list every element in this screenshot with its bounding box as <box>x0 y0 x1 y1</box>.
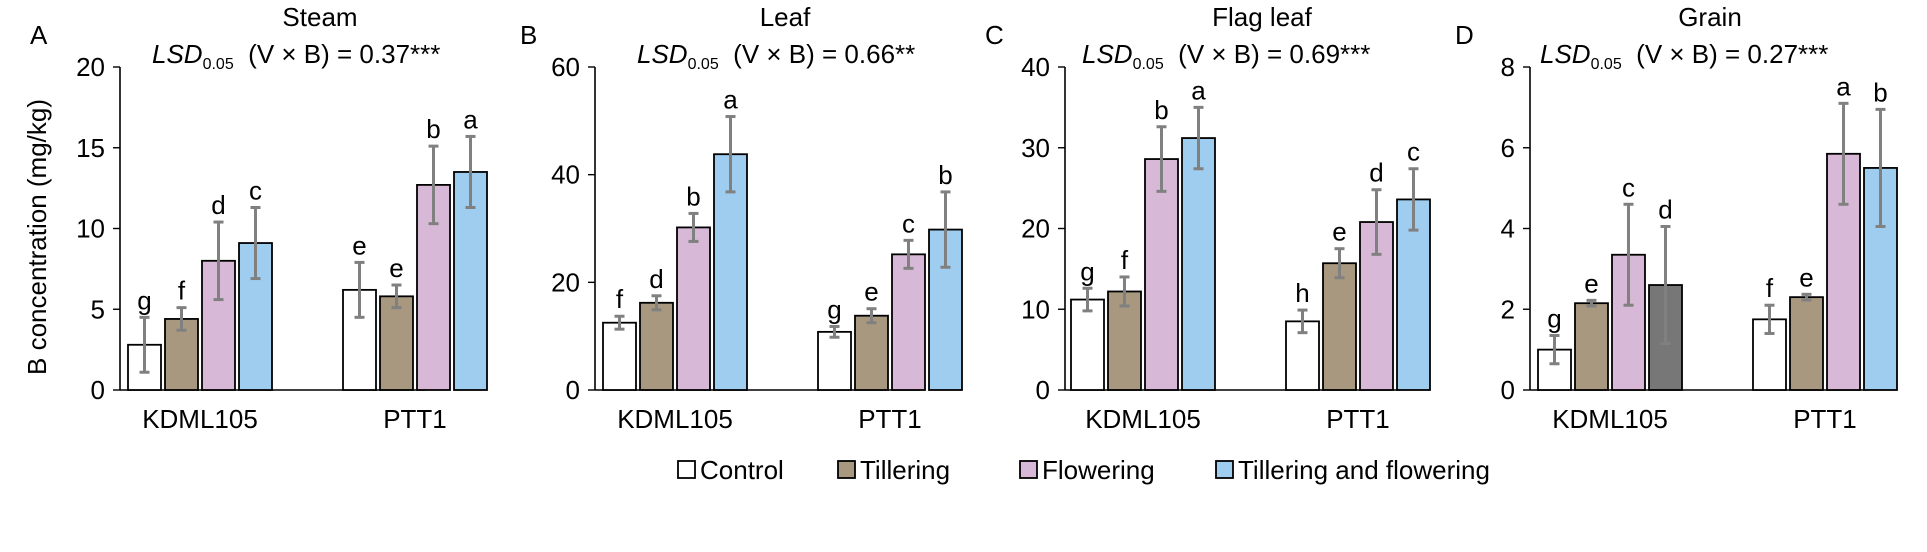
panel-b-significance-letter: d <box>649 264 663 294</box>
panel-d-significance-letter: a <box>1836 71 1851 101</box>
panel-c-significance-letter: a <box>1191 75 1206 105</box>
panel-b-y-tick-label: 0 <box>566 375 580 405</box>
panel-b-bar <box>713 153 748 391</box>
panel-c-y-tick-label: 20 <box>1021 214 1050 244</box>
panel-d-y-tick-label: 0 <box>1501 375 1515 405</box>
panel-a-y-tick-label: 10 <box>76 214 105 244</box>
panel-c-significance-letter: b <box>1154 95 1168 125</box>
panel-b-bar <box>602 321 637 391</box>
panel-b-x-tick-label: KDML105 <box>617 404 733 434</box>
panel-a-significance-letter: c <box>249 176 262 206</box>
panel-c-x-tick-label: PTT1 <box>1326 404 1390 434</box>
panel-a-significance-letter: a <box>463 104 478 134</box>
panel-c-significance-letter: h <box>1295 278 1309 308</box>
panel-b-significance-letter: e <box>864 277 878 307</box>
panel-b-significance-letter: c <box>902 208 915 238</box>
panel-a-title: Steam <box>282 2 357 32</box>
panel-c-y-tick-label: 40 <box>1021 52 1050 82</box>
panel-c-significance-letter: f <box>1121 245 1129 275</box>
panel-d-y-tick-label: 2 <box>1501 294 1515 324</box>
legend-label: Flowering <box>1042 455 1155 485</box>
panel-c-significance-letter: e <box>1332 217 1346 247</box>
panel-d-x-tick-label: KDML105 <box>1552 404 1668 434</box>
panel-b-significance-letter: f <box>616 284 624 314</box>
panel-c-bar <box>1070 298 1105 391</box>
panel-a-significance-letter: e <box>389 253 403 283</box>
panel-d-y-tick-label: 4 <box>1501 214 1515 244</box>
panel-b-title: Leaf <box>760 2 811 32</box>
panel-a-letter: A <box>30 20 48 50</box>
panel-c-y-tick-label: 30 <box>1021 133 1050 163</box>
panel-a-significance-letter: g <box>137 285 151 315</box>
panel-c-lsd-annotation: LSD0.05 (V × B) = 0.69*** <box>1082 39 1370 73</box>
panel-a-y-tick-label: 0 <box>91 375 105 405</box>
panel-d-significance-letter: g <box>1547 303 1561 333</box>
panel-c-x-tick-label: KDML105 <box>1085 404 1201 434</box>
panel-b-y-tick-label: 20 <box>551 267 580 297</box>
panel-d-bar <box>1574 302 1609 391</box>
panel-a-bar <box>453 171 488 391</box>
panel-d-significance-letter: e <box>1799 262 1813 292</box>
panel-a-x-tick-label: PTT1 <box>383 404 447 434</box>
panel-a-y-tick-label: 5 <box>91 294 105 324</box>
panel-c-significance-letter: c <box>1407 137 1420 167</box>
panel-c-y-tick-label: 0 <box>1036 375 1050 405</box>
panel-b-letter: B <box>520 20 537 50</box>
panel-c-significance-letter: d <box>1369 158 1383 188</box>
panel-c-bar <box>1285 320 1320 391</box>
panel-b-bar <box>854 314 889 391</box>
panel-d-lsd-annotation: LSD0.05 (V × B) = 0.27*** <box>1540 39 1828 73</box>
panel-b-bar <box>676 226 711 391</box>
legend-label: Control <box>700 455 784 485</box>
panel-b-significance-letter: b <box>686 181 700 211</box>
panel-b-bar <box>891 253 926 391</box>
legend-label: Tillering and flowering <box>1238 455 1490 485</box>
panel-a-significance-letter: f <box>178 276 186 306</box>
panel-d-y-tick-label: 6 <box>1501 133 1515 163</box>
panel-d-bar <box>1789 296 1824 391</box>
panel-b-significance-letter: a <box>723 85 738 115</box>
panel-b-lsd-annotation: LSD0.05 (V × B) = 0.66** <box>637 39 915 73</box>
panel-c-y-tick-label: 10 <box>1021 294 1050 324</box>
panel-c-significance-letter: g <box>1080 256 1094 286</box>
panel-d-significance-letter: d <box>1658 194 1672 224</box>
panel-b-x-tick-label: PTT1 <box>858 404 922 434</box>
legend-swatch <box>677 460 696 479</box>
legend-label: Tillering <box>860 455 950 485</box>
panel-b-bar <box>928 228 963 391</box>
panel-b-bar <box>639 301 674 391</box>
panel-a-x-tick-label: KDML105 <box>142 404 258 434</box>
panel-d-significance-letter: c <box>1622 172 1635 202</box>
panel-c-bar <box>1181 137 1216 391</box>
panel-a-significance-letter: d <box>211 190 225 220</box>
legend-swatch <box>1215 460 1234 479</box>
panel-d-x-tick-label: PTT1 <box>1793 404 1857 434</box>
panel-a-lsd-annotation: LSD0.05 (V × B) = 0.37*** <box>152 39 440 73</box>
panel-d-title: Grain <box>1678 2 1742 32</box>
panel-d-letter: D <box>1455 20 1474 50</box>
legend-swatch <box>837 460 856 479</box>
panel-c-letter: C <box>985 20 1004 50</box>
panel-c-title: Flag leaf <box>1212 2 1312 32</box>
legend-swatch <box>1019 460 1038 479</box>
panel-c-bar <box>1322 262 1357 391</box>
panel-b-bar <box>817 330 852 391</box>
panel-a-y-tick-label: 20 <box>76 52 105 82</box>
panel-b-significance-letter: b <box>938 160 952 190</box>
panel-b-y-tick-label: 40 <box>551 160 580 190</box>
panel-a-significance-letter: b <box>426 114 440 144</box>
panel-d-y-tick-label: 8 <box>1501 52 1515 82</box>
panel-d-significance-letter: e <box>1584 268 1598 298</box>
panel-a-bar <box>379 295 414 391</box>
panel-d-significance-letter: f <box>1766 273 1774 303</box>
panel-d-significance-letter: b <box>1873 77 1887 107</box>
panel-a-significance-letter: e <box>352 230 366 260</box>
panel-a-y-tick-label: 15 <box>76 133 105 163</box>
y-axis-label: B concentration (mg/kg) <box>22 99 52 375</box>
panel-b-y-tick-label: 60 <box>551 52 580 82</box>
panel-c-bar <box>1144 158 1179 391</box>
panel-b-significance-letter: g <box>827 294 841 324</box>
